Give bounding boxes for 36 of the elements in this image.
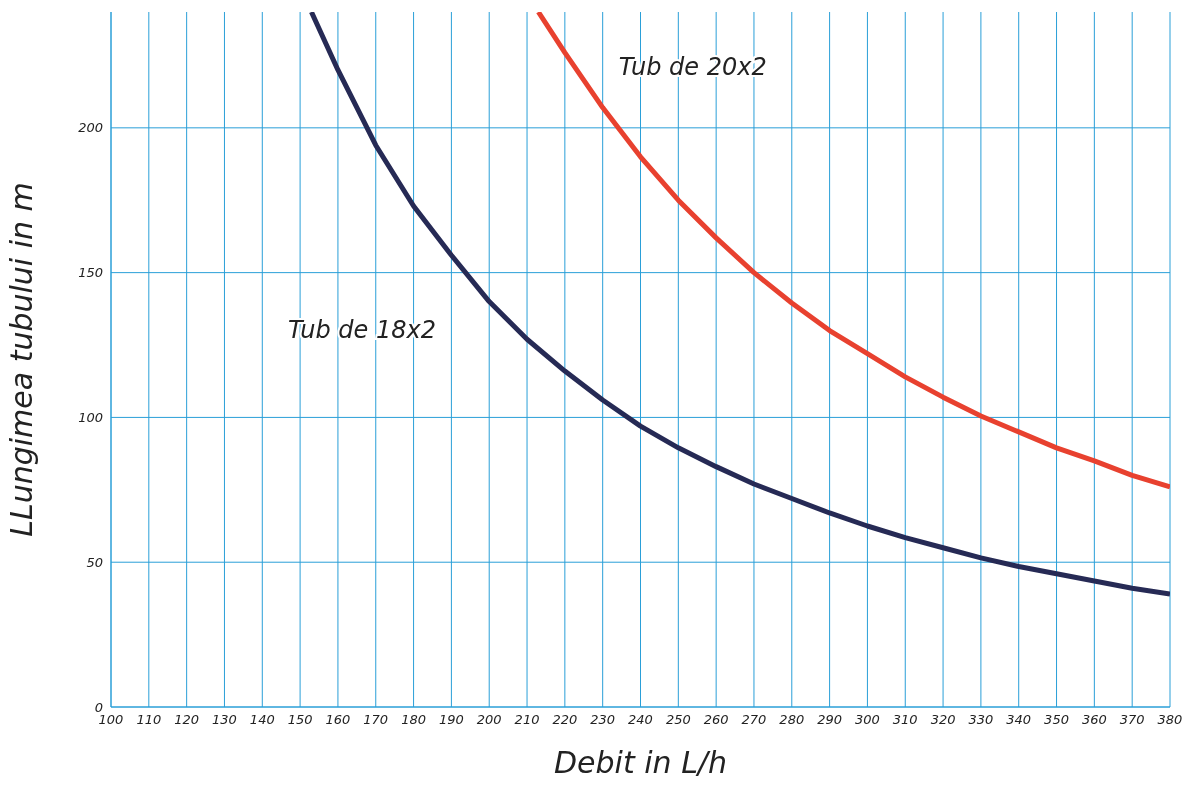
x-tick-label: 310 <box>892 712 918 728</box>
x-tick-label: 190 <box>438 712 464 728</box>
x-tick-label: 160 <box>325 712 351 728</box>
y-tick-label: 200 <box>78 120 103 136</box>
x-tick-label: 220 <box>552 712 578 728</box>
x-tick-label: 290 <box>817 712 843 728</box>
y-tick-label: 50 <box>86 554 103 570</box>
x-tick-label: 150 <box>287 712 313 728</box>
x-tick-label: 260 <box>703 712 729 728</box>
x-tick-label: 210 <box>514 712 540 728</box>
x-tick-label: 270 <box>741 712 767 728</box>
x-tick-label: 300 <box>855 712 880 728</box>
x-tick-label: 370 <box>1119 712 1145 728</box>
x-tick-label: 120 <box>174 712 200 728</box>
x-tick-label: 180 <box>401 712 426 728</box>
x-tick-label: 100 <box>98 712 124 728</box>
x-tick-label: 140 <box>249 712 275 728</box>
y-tick-label: 0 <box>94 699 103 715</box>
x-tick-label: 280 <box>779 712 805 728</box>
x-axis-title: Debit in L/h <box>554 745 727 780</box>
x-tick-label: 170 <box>363 712 389 728</box>
x-tick-label: 230 <box>590 712 616 728</box>
x-tick-label: 320 <box>930 712 956 728</box>
y-axis-title: LLungimea tubului in m <box>3 182 39 537</box>
x-tick-label: 240 <box>628 712 653 728</box>
y-tick-label: 100 <box>78 410 103 426</box>
x-tick-label: 350 <box>1044 712 1069 728</box>
x-tick-label: 330 <box>968 712 994 728</box>
x-tick-label: 130 <box>212 712 237 728</box>
x-tick-label: 250 <box>665 712 691 728</box>
x-tick-label: 360 <box>1081 712 1107 728</box>
x-tick-label: 110 <box>136 712 162 728</box>
x-tick-label: 200 <box>476 712 502 728</box>
x-tick-label: 380 <box>1157 712 1183 728</box>
y-tick-label: 150 <box>78 265 103 281</box>
x-tick-label: 340 <box>1006 712 1032 728</box>
